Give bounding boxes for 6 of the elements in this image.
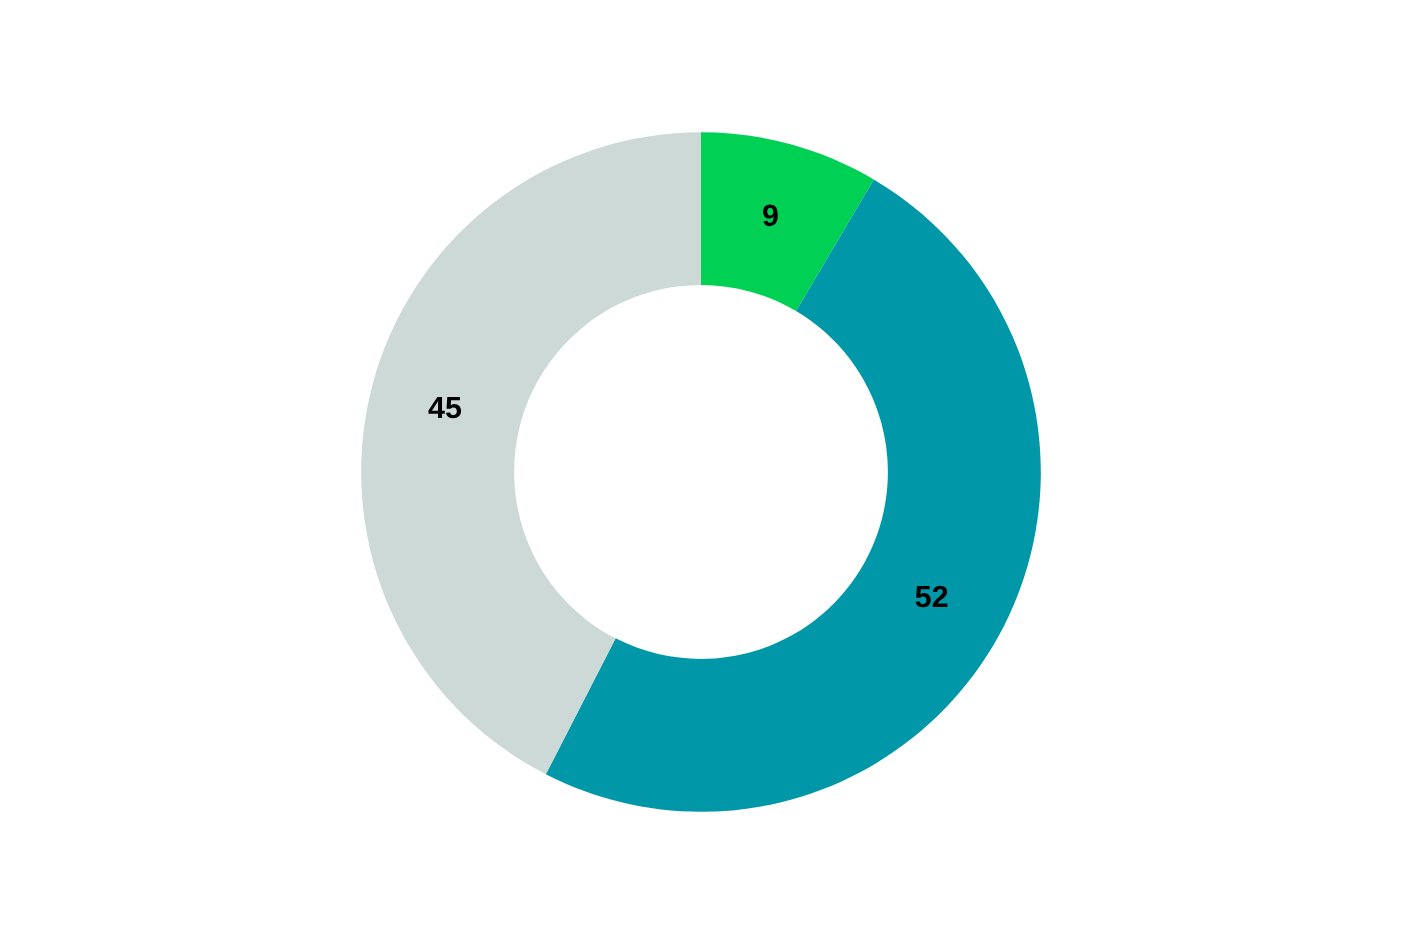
data-label: 45 xyxy=(428,397,462,419)
donut-slice xyxy=(361,132,701,775)
data-label: 9 xyxy=(762,204,778,227)
data-label: 52 xyxy=(915,585,948,608)
donut-slice xyxy=(545,179,1041,812)
donut-slice xyxy=(701,132,874,312)
